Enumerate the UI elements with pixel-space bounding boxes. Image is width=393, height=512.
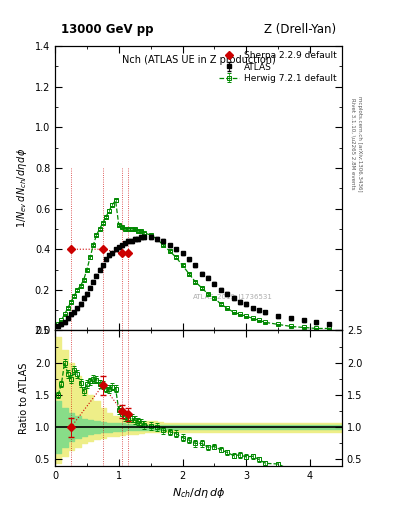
Y-axis label: Ratio to ATLAS: Ratio to ATLAS [19, 362, 29, 434]
Text: Rivet 3.1.10, \u2265 2.8M events: Rivet 3.1.10, \u2265 2.8M events [351, 98, 356, 189]
Text: 13000 GeV pp: 13000 GeV pp [61, 23, 153, 36]
Text: Z (Drell-Yan): Z (Drell-Yan) [264, 23, 336, 36]
Text: ATLAS_2019_I1736531: ATLAS_2019_I1736531 [193, 293, 273, 300]
Line: Sherpa 2.2.9 default: Sherpa 2.2.9 default [68, 246, 131, 256]
Y-axis label: $1/N_{ev}\,dN_{ch}/d\eta\,d\phi$: $1/N_{ev}\,dN_{ch}/d\eta\,d\phi$ [15, 148, 29, 228]
Sherpa 2.2.9 default [119, 250, 124, 257]
Text: Nch (ATLAS UE in Z production): Nch (ATLAS UE in Z production) [121, 55, 275, 65]
X-axis label: $N_{ch}/d\eta\,d\phi$: $N_{ch}/d\eta\,d\phi$ [172, 486, 225, 500]
Sherpa 2.2.9 default [69, 246, 73, 252]
Text: mcplots.cern.ch [arXiv:1306.3436]: mcplots.cern.ch [arXiv:1306.3436] [357, 96, 362, 191]
Sherpa 2.2.9 default [126, 250, 131, 257]
Legend: Sherpa 2.2.9 default, ATLAS, Herwig 7.2.1 default: Sherpa 2.2.9 default, ATLAS, Herwig 7.2.… [216, 48, 340, 87]
Sherpa 2.2.9 default [101, 246, 105, 252]
